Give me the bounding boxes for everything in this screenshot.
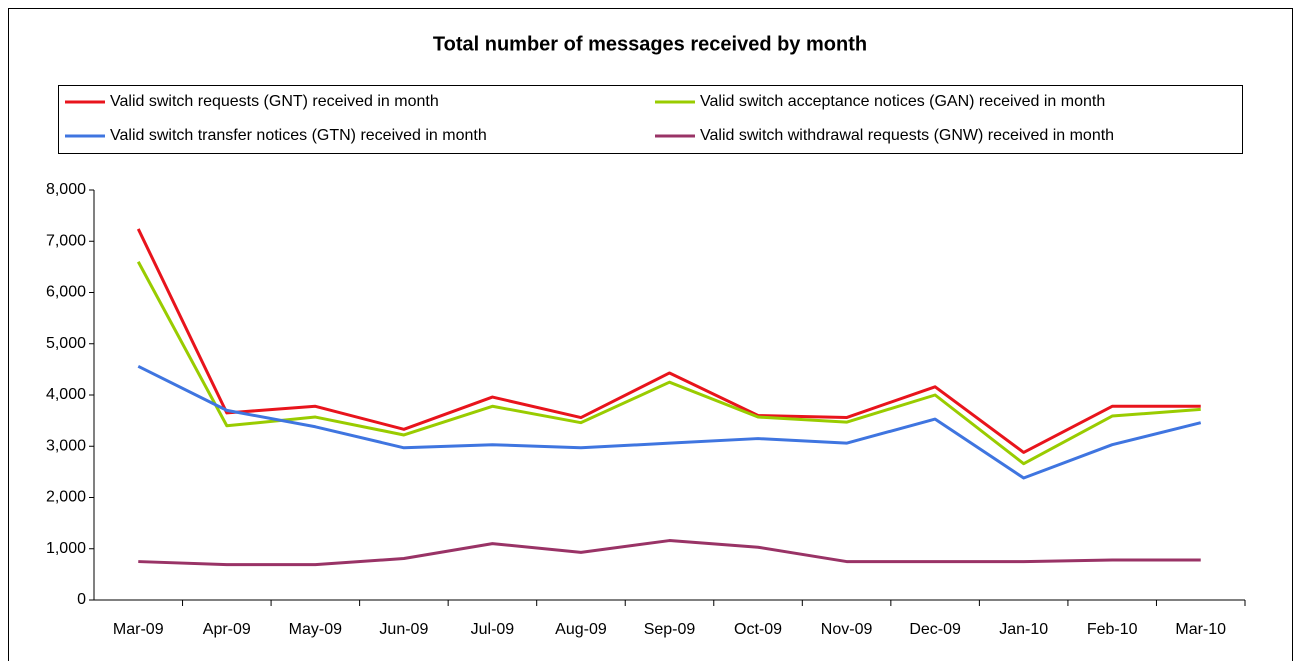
x-tick-label: Jul-09 [471, 621, 515, 638]
y-tick-label: 5,000 [46, 335, 86, 352]
chart-title: Total number of messages received by mon… [433, 33, 867, 55]
y-tick-label: 3,000 [46, 437, 86, 454]
legend-box [58, 85, 1243, 154]
y-tick-label: 8,000 [46, 181, 86, 198]
line-series [136, 228, 1201, 454]
y-tick-label: 1,000 [46, 540, 86, 557]
x-tick-label: Aug-09 [555, 621, 607, 638]
x-tick-label: Sep-09 [644, 621, 696, 638]
y-tick-label: 0 [77, 591, 86, 608]
line-series [138, 539, 1201, 567]
x-tick-label: Oct-09 [734, 621, 782, 638]
x-tick-label: Mar-09 [113, 621, 164, 638]
legend-label: Valid switch withdrawal requests (GNW) r… [700, 127, 1114, 144]
legend-label: Valid switch transfer notices (GTN) rece… [110, 127, 487, 144]
y-tick-label: 7,000 [46, 232, 86, 249]
x-tick-label: Dec-09 [909, 621, 961, 638]
x-tick-label: Jun-09 [379, 621, 428, 638]
x-tick-label: Jan-10 [999, 621, 1048, 638]
line-series [136, 261, 1201, 466]
x-tick-label: May-09 [289, 621, 342, 638]
x-tick-label: Apr-09 [203, 621, 251, 638]
y-tick-label: 2,000 [46, 489, 86, 506]
x-tick-label: Feb-10 [1087, 621, 1138, 638]
legend-label: Valid switch acceptance notices (GAN) re… [700, 93, 1105, 110]
legend-label: Valid switch requests (GNT) received in … [110, 93, 439, 110]
line-series [137, 364, 1202, 480]
x-tick-label: Mar-10 [1175, 621, 1226, 638]
x-tick-label: Nov-09 [821, 621, 873, 638]
y-tick-label: 4,000 [46, 386, 86, 403]
y-tick-label: 6,000 [46, 284, 86, 301]
